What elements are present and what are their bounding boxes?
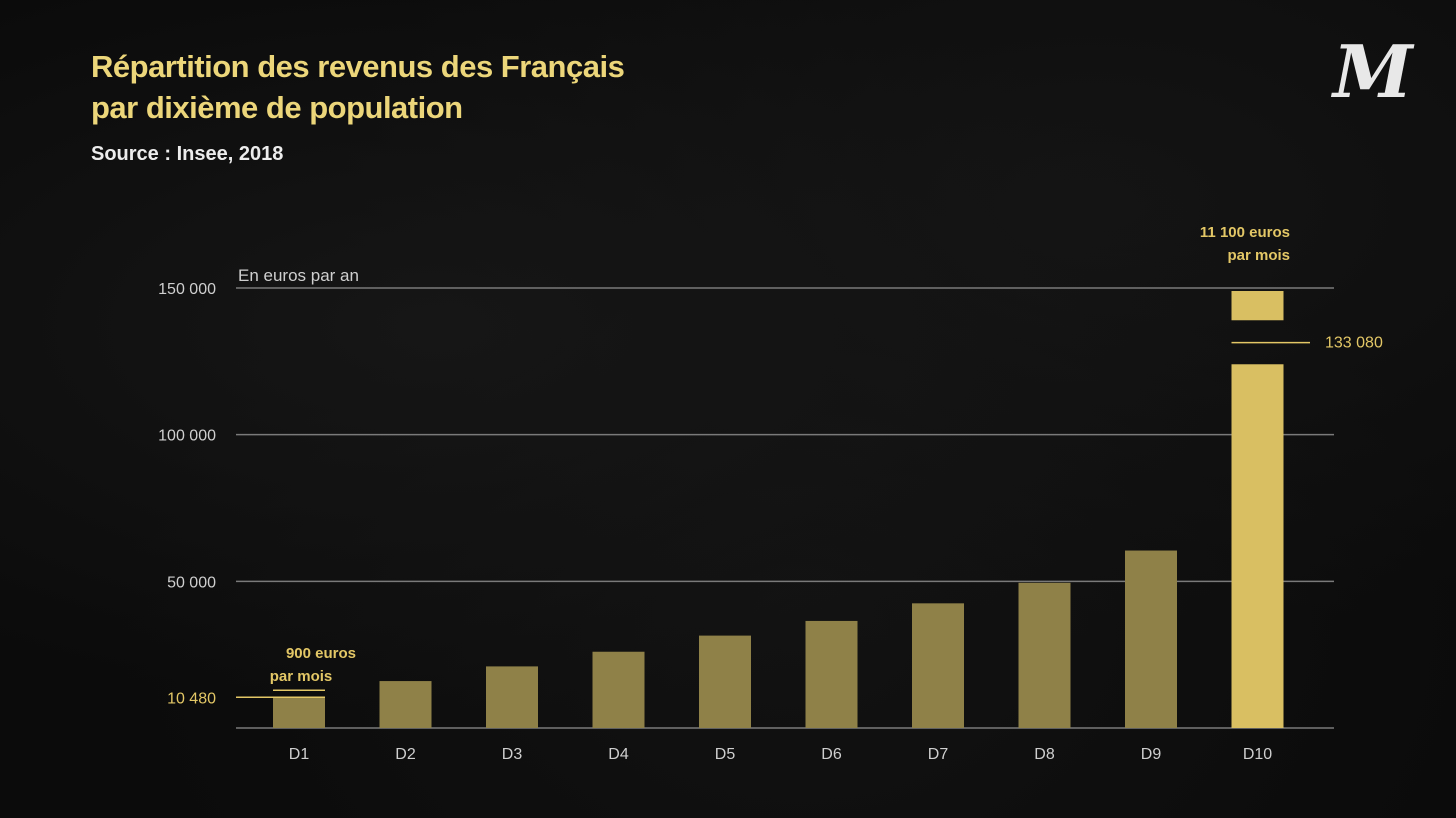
bars <box>273 291 1284 728</box>
x-tick-label: D8 <box>1034 746 1055 763</box>
d10-monthly-label-line2: par mois <box>1227 247 1290 264</box>
x-tick-label: D4 <box>608 746 629 763</box>
x-tick-label: D5 <box>715 746 736 763</box>
chart-title-line1: Répartition des revenus des Français <box>91 49 625 84</box>
x-tick-label: D2 <box>395 746 416 763</box>
bar-d1 <box>273 697 325 728</box>
x-tick-label: D3 <box>502 746 523 763</box>
chart-source: Source : Insee, 2018 <box>91 143 284 165</box>
bar-d8 <box>1018 582 1071 728</box>
y-tick-label: 150 000 <box>158 281 216 298</box>
labels: 150 000 100 000 50 000 En euros par an D1 D2 D… <box>158 224 1383 763</box>
y-axis-label: En euros par an <box>238 266 359 285</box>
chart-title-line2: par dixième de population <box>91 90 463 125</box>
x-tick-label: D9 <box>1141 746 1162 763</box>
bar-d6 <box>805 620 858 728</box>
d1-monthly-label-line2: par mois <box>270 668 333 685</box>
le-monde-logo: M <box>1333 29 1413 114</box>
bar-d2 <box>379 681 432 728</box>
d1-monthly-label-line1: 900 euros <box>286 645 356 662</box>
x-tick-label: D10 <box>1243 746 1272 763</box>
x-tick-label: D1 <box>289 746 310 763</box>
d10-monthly-label-line1: 11 100 euros <box>1200 224 1290 241</box>
chart-title: Répartition des revenus des Français par… <box>91 46 625 128</box>
bar-d4 <box>592 651 645 728</box>
bar-d10 <box>1231 364 1284 728</box>
bar-d7 <box>912 603 964 728</box>
x-tick-label: D7 <box>928 746 949 763</box>
y-tick-label: 50 000 <box>167 574 216 591</box>
d10-value-label: 133 080 <box>1325 335 1383 352</box>
x-tick-label: D6 <box>821 746 842 763</box>
bar-d9 <box>1125 550 1177 728</box>
bar-d3 <box>486 666 538 728</box>
bar-d10-top <box>1231 291 1284 321</box>
y-tick-label: 100 000 <box>158 428 216 445</box>
d1-value-label: 10 480 <box>167 690 216 707</box>
bar-d5 <box>699 635 751 728</box>
